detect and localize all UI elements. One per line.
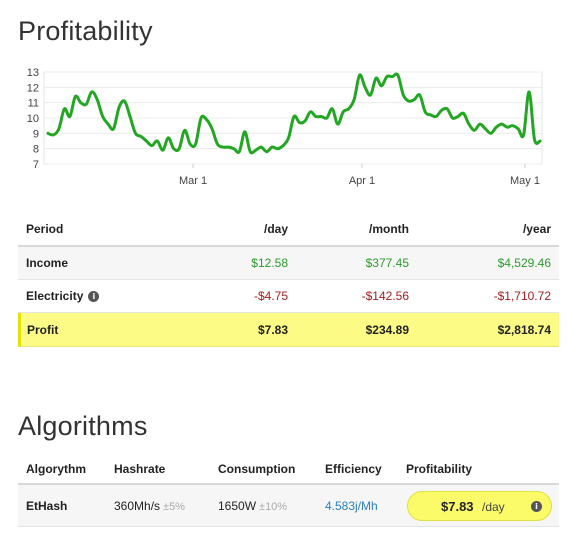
consumption-value: 1650W bbox=[218, 498, 257, 513]
electricity-day: -$4.75 bbox=[253, 289, 288, 303]
y-tick-label: 8 bbox=[33, 144, 39, 156]
header-profitability: Profitability bbox=[406, 462, 473, 476]
y-tick-label: 9 bbox=[33, 128, 39, 140]
electricity-year: -$1,710.72 bbox=[493, 289, 551, 303]
algo-table-header: Algorythm Hashrate Consumption Efficienc… bbox=[18, 455, 559, 485]
income-label: Income bbox=[26, 256, 69, 270]
profit-table-header: Period /day /month /year bbox=[18, 212, 559, 247]
algo-hashrate: 360Mh/s ±5% bbox=[114, 499, 185, 513]
algorithms-table: Algorythm Hashrate Consumption Efficienc… bbox=[18, 455, 559, 527]
profitability-chart: 7 8 9 10 11 12 13 Mar 1 Apr 1 May 1 bbox=[27, 67, 543, 187]
header-efficiency: Efficiency bbox=[325, 462, 382, 476]
electricity-row: Electricity i -$4.75 -$142.56 -$1,710.72 bbox=[18, 280, 559, 313]
profitability-table: Period /day /month /year Income $12.58 $… bbox=[18, 212, 559, 347]
profit-day: $7.83 bbox=[257, 322, 288, 337]
income-day: $12.58 bbox=[251, 256, 288, 270]
series-line bbox=[46, 72, 542, 155]
income-year: $4,529.46 bbox=[497, 256, 551, 270]
pill-profit-value: $7.83 bbox=[441, 499, 474, 514]
algorithms-title: Algorithms bbox=[18, 411, 148, 441]
header-period: Period bbox=[26, 221, 64, 236]
profit-year: $2,818.74 bbox=[497, 322, 551, 337]
profit-month: $234.89 bbox=[365, 322, 409, 337]
y-tick-label: 11 bbox=[28, 98, 39, 110]
x-tick-label: Mar 1 bbox=[179, 175, 207, 187]
pill-profit-unit: /day bbox=[482, 500, 505, 514]
info-icon[interactable]: i bbox=[531, 501, 542, 512]
profitability-title: Profitability bbox=[18, 16, 153, 46]
y-tick-label: 10 bbox=[27, 113, 39, 125]
header-hashrate: Hashrate bbox=[114, 462, 166, 476]
algo-row-ethash: EtHash 360Mh/s ±5% 1650W ±10% 4.583j/Mh $7… bbox=[18, 485, 559, 527]
header-month: /month bbox=[369, 221, 409, 236]
income-month: $377.45 bbox=[365, 256, 409, 270]
info-icon[interactable]: i bbox=[88, 291, 100, 303]
hashrate-tolerance: ±5% bbox=[163, 500, 185, 513]
header-algorythm: Algorythm bbox=[26, 462, 86, 476]
algo-efficiency: 4.583j/Mh bbox=[325, 498, 378, 513]
header-year: /year bbox=[522, 221, 551, 236]
electricity-label: Electricity bbox=[26, 289, 84, 303]
electricity-month: -$142.56 bbox=[361, 289, 409, 303]
profitability-pill: $7.83 /day i bbox=[407, 491, 552, 521]
y-tick-label: 7 bbox=[33, 159, 39, 171]
header-consumption: Consumption bbox=[218, 462, 296, 476]
electricity-label-wrap: Electricity i bbox=[26, 289, 100, 303]
profit-label: Profit bbox=[27, 322, 59, 337]
algo-name: EtHash bbox=[26, 498, 68, 513]
header-day: /day bbox=[263, 221, 288, 236]
hashrate-value: 360Mh/s bbox=[114, 498, 161, 513]
y-tick-label: 12 bbox=[27, 82, 39, 94]
x-tick-label: May 1 bbox=[510, 175, 540, 187]
profit-row: Profit $7.83 $234.89 $2,818.74 bbox=[18, 313, 559, 347]
x-tick-label: Apr 1 bbox=[349, 175, 375, 187]
consumption-tolerance: ±10% bbox=[259, 500, 288, 513]
y-tick-label: 13 bbox=[27, 67, 39, 79]
algo-consumption: 1650W ±10% bbox=[218, 499, 287, 513]
income-row: Income $12.58 $377.45 $4,529.46 bbox=[18, 247, 559, 280]
